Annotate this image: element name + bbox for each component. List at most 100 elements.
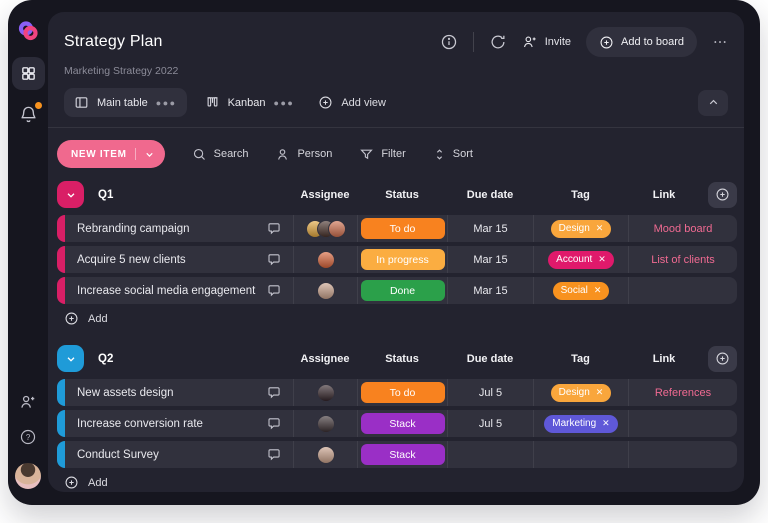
tag-badge[interactable]: Marketing ✕	[544, 414, 618, 433]
remove-tag-icon[interactable]: ✕	[595, 223, 604, 233]
add-item-button[interactable]: Add	[64, 311, 737, 326]
comment-icon[interactable]	[267, 385, 293, 400]
add-item-button[interactable]: Add	[64, 475, 737, 490]
task-name-cell[interactable]: Conduct Survey	[65, 447, 293, 462]
add-column-button[interactable]	[708, 181, 737, 208]
assignee-cell[interactable]	[293, 246, 357, 273]
status-badge[interactable]: Done	[360, 280, 445, 301]
tag-badge[interactable]: Design ✕	[550, 383, 612, 402]
link-cell[interactable]	[628, 441, 737, 468]
add-to-board-button[interactable]: Add to board	[586, 27, 697, 57]
due-date-cell[interactable]: Mar 15	[447, 277, 533, 304]
help-icon[interactable]: ?	[19, 428, 37, 446]
task-name-cell[interactable]: Increase social media engagement	[65, 283, 293, 298]
comment-icon[interactable]	[267, 221, 293, 236]
column-header-link[interactable]: Link	[652, 188, 676, 201]
tag-badge[interactable]: Account ✕	[548, 250, 614, 269]
remove-tag-icon[interactable]: ✕	[598, 254, 606, 264]
status-badge[interactable]: To do	[360, 382, 445, 403]
status-cell[interactable]: Stack	[357, 441, 447, 468]
task-name-cell[interactable]: Acquire 5 new clients	[65, 252, 293, 267]
tag-cell[interactable]	[533, 441, 628, 468]
search-button[interactable]: Search	[192, 147, 248, 162]
tag-cell[interactable]: Design ✕	[533, 215, 628, 242]
tab-main-table-menu-icon[interactable]: ●●●	[155, 97, 177, 108]
sidebar-invite-icon[interactable]	[19, 393, 37, 411]
assignee-cell[interactable]	[293, 215, 357, 242]
invite-button[interactable]: Invite	[522, 34, 571, 50]
due-date-cell[interactable]	[447, 441, 533, 468]
info-icon[interactable]	[440, 33, 458, 51]
assignee-cell[interactable]	[293, 277, 357, 304]
column-header-tag[interactable]: Tag	[571, 352, 590, 365]
task-name-cell[interactable]: New assets design	[65, 385, 293, 400]
column-header-status[interactable]: Status	[385, 352, 419, 365]
status-badge[interactable]: Stack	[360, 413, 445, 434]
table-row[interactable]: New assets design To do Jul 5 Design ✕ Refere…	[57, 379, 737, 406]
column-header-status[interactable]: Status	[385, 188, 419, 201]
apps-grid-icon[interactable]	[11, 57, 45, 90]
tag-cell[interactable]: Marketing ✕	[533, 410, 628, 437]
column-header-tag[interactable]: Tag	[571, 188, 590, 201]
sync-icon[interactable]	[489, 33, 507, 51]
task-name-cell[interactable]: Rebranding campaign	[65, 221, 293, 236]
remove-tag-icon[interactable]: ✕	[595, 387, 604, 397]
tab-kanban-menu-icon[interactable]: ●●●	[273, 97, 295, 108]
status-cell[interactable]: In progress	[357, 246, 447, 273]
status-cell[interactable]: To do	[357, 215, 447, 242]
more-options-icon[interactable]	[712, 34, 728, 50]
tag-badge[interactable]: Social ✕	[552, 281, 610, 300]
task-name-cell[interactable]: Increase conversion rate	[65, 416, 293, 431]
add-view-button[interactable]: Add view	[318, 95, 386, 110]
table-row[interactable]: Increase conversion rate Stack Jul 5 Market…	[57, 410, 737, 437]
remove-tag-icon[interactable]: ✕	[602, 418, 610, 428]
table-row[interactable]: Conduct Survey Stack	[57, 441, 737, 468]
add-column-button[interactable]	[708, 345, 737, 372]
person-filter-button[interactable]: Person	[275, 147, 332, 162]
column-header-due-date[interactable]: Due date	[466, 352, 514, 365]
assignee-cell[interactable]	[293, 410, 357, 437]
table-row[interactable]: Increase social media engagement Done Mar …	[57, 277, 737, 304]
table-row[interactable]: Rebranding campaign To do Mar 15 Design ✕ Moo…	[57, 215, 737, 242]
link-cell[interactable]	[628, 410, 737, 437]
tag-cell[interactable]: Account ✕	[533, 246, 628, 273]
tab-kanban[interactable]: Kanban ●●●	[195, 88, 305, 117]
column-header-assignee[interactable]: Assignee	[300, 188, 350, 201]
user-avatar[interactable]	[15, 463, 41, 489]
comment-icon[interactable]	[267, 252, 293, 267]
group-collapse-button[interactable]	[57, 345, 84, 372]
comment-icon[interactable]	[267, 447, 293, 462]
remove-tag-icon[interactable]: ✕	[593, 285, 602, 295]
filter-button[interactable]: Filter	[359, 147, 406, 162]
tab-main-table[interactable]: Main table ●●●	[64, 88, 187, 117]
column-header-assignee[interactable]: Assignee	[300, 352, 350, 365]
column-header-due-date[interactable]: Due date	[466, 188, 514, 201]
due-date-cell[interactable]: Mar 15	[447, 215, 533, 242]
tag-badge[interactable]: Design ✕	[550, 219, 612, 238]
row-link[interactable]: List of clients	[651, 253, 715, 266]
link-cell[interactable]	[628, 277, 737, 304]
comment-icon[interactable]	[267, 283, 293, 298]
tag-cell[interactable]: Social ✕	[533, 277, 628, 304]
notifications-bell-icon[interactable]	[19, 102, 42, 124]
collapse-panel-button[interactable]	[698, 89, 728, 116]
due-date-cell[interactable]: Jul 5	[447, 379, 533, 406]
status-cell[interactable]: Done	[357, 277, 447, 304]
status-badge[interactable]: In progress	[360, 249, 445, 270]
group-collapse-button[interactable]	[57, 181, 84, 208]
status-cell[interactable]: To do	[357, 379, 447, 406]
row-link[interactable]: Mood board	[653, 222, 713, 235]
status-badge[interactable]: To do	[360, 218, 445, 239]
table-row[interactable]: Acquire 5 new clients In progress Mar 15 Ac…	[57, 246, 737, 273]
link-cell[interactable]: List of clients	[628, 246, 737, 273]
app-logo-icon[interactable]	[17, 20, 39, 42]
due-date-cell[interactable]: Mar 15	[447, 246, 533, 273]
assignee-cell[interactable]	[293, 441, 357, 468]
new-item-button[interactable]: NEW ITEM	[57, 140, 165, 168]
assignee-cell[interactable]	[293, 379, 357, 406]
tag-cell[interactable]: Design ✕	[533, 379, 628, 406]
due-date-cell[interactable]: Jul 5	[447, 410, 533, 437]
row-link[interactable]: References	[654, 386, 712, 399]
column-header-link[interactable]: Link	[652, 352, 676, 365]
status-cell[interactable]: Stack	[357, 410, 447, 437]
